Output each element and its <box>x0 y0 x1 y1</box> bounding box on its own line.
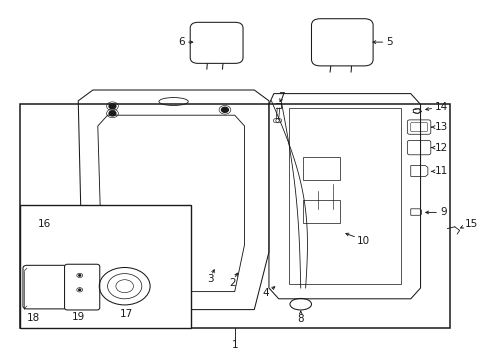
Text: 11: 11 <box>434 166 447 176</box>
Text: 14: 14 <box>434 102 447 112</box>
Text: 9: 9 <box>439 207 446 217</box>
Circle shape <box>109 104 116 109</box>
Circle shape <box>109 111 116 116</box>
FancyBboxPatch shape <box>311 19 372 66</box>
Text: 8: 8 <box>297 314 304 324</box>
Bar <box>303 200 339 223</box>
Bar <box>303 157 339 180</box>
Text: 3: 3 <box>206 274 213 284</box>
Circle shape <box>79 275 81 276</box>
Circle shape <box>221 107 228 112</box>
Text: 18: 18 <box>26 312 40 323</box>
Text: 16: 16 <box>37 219 51 229</box>
Text: 7: 7 <box>277 92 284 102</box>
Text: 1: 1 <box>231 340 238 350</box>
Text: 19: 19 <box>71 312 85 322</box>
Text: 4: 4 <box>262 288 268 298</box>
Text: 6: 6 <box>178 37 184 47</box>
Circle shape <box>79 289 81 291</box>
FancyBboxPatch shape <box>190 22 243 63</box>
Text: 5: 5 <box>386 37 392 47</box>
Text: 12: 12 <box>434 143 447 153</box>
Text: 2: 2 <box>228 278 235 288</box>
FancyBboxPatch shape <box>64 264 100 310</box>
Bar <box>20 104 449 328</box>
Text: 10: 10 <box>356 236 369 246</box>
FancyBboxPatch shape <box>23 265 67 309</box>
Text: 17: 17 <box>119 309 133 319</box>
Bar <box>20 205 190 328</box>
Text: 15: 15 <box>464 219 477 229</box>
Text: 13: 13 <box>434 122 447 132</box>
